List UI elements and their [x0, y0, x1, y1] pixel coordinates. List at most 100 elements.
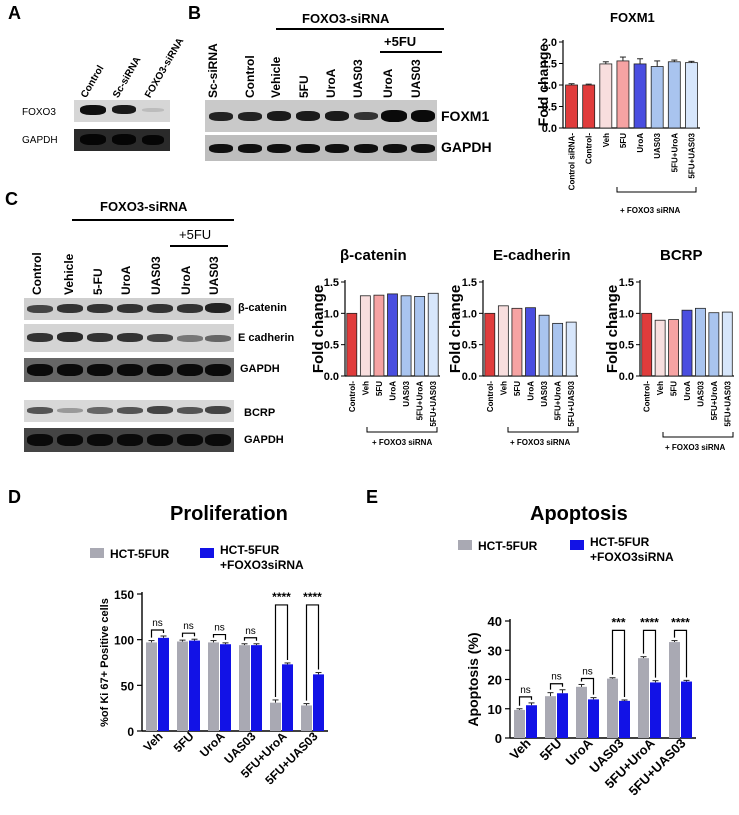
apop-bar-sirna	[557, 693, 568, 738]
prolif-y-tick-label: 150	[114, 588, 134, 602]
apop-bar-hct5fur	[638, 658, 649, 738]
blot-c-bcatenin-membrane	[24, 298, 234, 320]
bcat-bar	[346, 312, 358, 377]
bcat-category-label: 5FU+UroA	[416, 381, 425, 421]
apop-legend-label-2b: +FOXO3siRNA	[590, 550, 674, 564]
bcrp-y-tick-label: 1.0	[619, 308, 634, 320]
bcrp-category-label: 5FU+UroA	[710, 381, 719, 421]
bcrp-bar	[695, 307, 706, 377]
apop-y-tick-label: 30	[488, 643, 502, 658]
apop-bar-sirna	[588, 699, 599, 738]
apop-significance-bracket	[611, 629, 626, 697]
blot-b-plus5fu-line	[380, 51, 442, 53]
prolif-legend-swatch-1	[90, 548, 104, 558]
apop-bar-hct5fur	[545, 696, 556, 738]
prolif-y-axis-label: %of Ki 67+ Positive cells	[99, 598, 111, 727]
prolif-chart-title: Proliferation	[170, 503, 288, 525]
bcat-category-label: UAS03	[402, 380, 411, 406]
foxm1-bracket-label: + FOXO3 siRNA	[620, 206, 680, 215]
ecad-category-label: 5FU+UroA	[554, 381, 563, 421]
blot-a-row-gapdh: GAPDH	[22, 135, 58, 146]
prolif-bar-sirna	[313, 674, 324, 731]
bcat-category-label: UroA	[389, 381, 398, 401]
ecad-y-tick-label: 1.0	[462, 308, 477, 320]
prolif-bar-hct5fur	[177, 641, 188, 731]
bcat-bracket-label: + FOXO3 siRNA	[372, 438, 432, 447]
panel-label-d: D	[8, 487, 21, 507]
foxm1-y-tick-label: 1.0	[542, 80, 557, 92]
bcrp-bar	[721, 311, 733, 377]
bcat-y-tick-label: 1.0	[324, 308, 339, 320]
apop-y-tick-label: 10	[488, 702, 502, 717]
foxm1-bar	[685, 62, 698, 129]
apop-significance-label: ****	[671, 615, 690, 629]
bcrp-bar	[641, 312, 653, 377]
foxm1-bracket	[616, 187, 697, 193]
bcat-bracket	[366, 427, 438, 433]
bcrp-bracket-label: + FOXO3 siRNA	[665, 443, 725, 452]
foxm1-bar	[650, 66, 664, 129]
apop-significance-label: ns	[551, 672, 562, 683]
ecad-chart-title: E-cadherin	[493, 247, 571, 264]
panel-label-a: A	[8, 3, 21, 23]
blot-b-plus5fu-label: +5FU	[384, 34, 417, 49]
prolif-y-tick-label: 100	[114, 634, 134, 648]
blot-c-gapdh2-membrane	[24, 428, 234, 452]
blot-b-row-foxm1: FOXM1	[441, 108, 490, 124]
bcrp-bracket	[662, 432, 734, 438]
foxm1-category-label: Veh	[602, 133, 611, 147]
ecad-category-label: Veh	[499, 381, 508, 395]
blot-c-row-gapdh2: GAPDH	[244, 434, 284, 446]
apop-chart-title: Apoptosis	[530, 503, 628, 525]
foxm1-y-tick-label: 0.5	[542, 102, 557, 114]
blot-b-group-line	[276, 28, 444, 30]
prolif-significance-bracket	[305, 604, 320, 701]
apop-bar-hct5fur	[576, 686, 587, 738]
apop-y-tick-label: 20	[488, 673, 502, 688]
bcat-bar	[400, 295, 412, 377]
foxm1-chart-title: FOXM1	[610, 10, 655, 25]
prolif-y-tick-label: 50	[121, 679, 135, 693]
apop-legend-label-2a: HCT-5FUR	[590, 535, 650, 549]
panel-label-e: E	[366, 487, 379, 507]
foxm1-y-axis-label: Fold change	[535, 44, 551, 127]
blot-c-group-label: FOXO3-siRNA	[100, 199, 188, 214]
ecad-bar	[565, 321, 577, 377]
bcrp-category-label: Control-	[643, 381, 652, 412]
prolif-significance-label: ns	[214, 623, 225, 634]
prolif-category-label: Veh	[141, 729, 166, 754]
prolif-bar-hct5fur	[239, 645, 250, 731]
bcrp-chart-title: BCRP	[660, 247, 703, 264]
blot-a-foxo3-membrane	[74, 100, 170, 122]
foxm1-category-label: 5FU+UroA	[670, 133, 679, 173]
bcrp-category-label: UAS03	[696, 380, 705, 406]
ecad-category-label: 5FU+UAS03	[567, 380, 576, 426]
blot-b-row-gapdh: GAPDH	[441, 139, 492, 155]
bcat-chart-title: β-catenin	[340, 247, 407, 264]
apop-significance-bracket	[642, 629, 657, 678]
prolif-significance-bracket	[212, 633, 227, 640]
bcat-y-tick-label: 1.5	[324, 277, 339, 289]
apop-category-label: Veh	[507, 735, 534, 762]
blot-a-row-foxo3: FOXO3	[22, 107, 56, 118]
blot-c-row-ecadherin: E cadherin	[238, 332, 295, 344]
ecad-bar	[552, 322, 564, 377]
foxm1-y-tick-label: 2.0	[542, 37, 557, 49]
prolif-significance-label: ns	[183, 621, 194, 632]
apop-bar-hct5fur	[669, 642, 680, 738]
apop-legend-label-1: HCT-5FUR	[478, 539, 538, 553]
apop-significance-label: ns	[520, 685, 531, 696]
bcrp-bar	[708, 312, 720, 377]
ecad-bar	[484, 312, 496, 377]
apop-legend-swatch-1	[458, 540, 472, 550]
blot-c-gapdh1-membrane	[24, 358, 234, 382]
apop-significance-bracket	[518, 696, 533, 706]
bcat-bar	[373, 294, 385, 377]
prolif-significance-label: ****	[303, 590, 322, 604]
apop-significance-bracket	[580, 677, 595, 695]
blot-c-plus5fu-label: +5FU	[179, 227, 212, 242]
bcat-bar	[387, 293, 398, 377]
bcrp-y-axis-label: Fold change	[604, 285, 621, 373]
blot-c-row-gapdh1: GAPDH	[240, 363, 280, 375]
